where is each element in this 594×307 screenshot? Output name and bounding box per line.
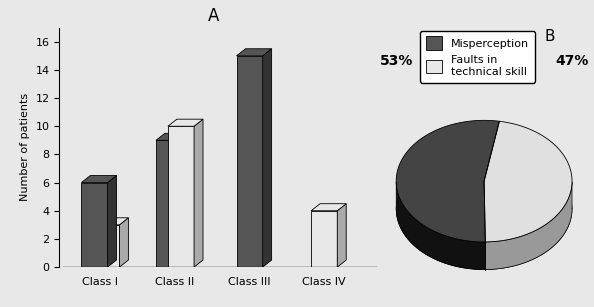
Polygon shape bbox=[337, 204, 346, 267]
Polygon shape bbox=[236, 49, 271, 56]
Polygon shape bbox=[168, 126, 194, 267]
Polygon shape bbox=[108, 176, 116, 267]
Polygon shape bbox=[156, 133, 191, 140]
Polygon shape bbox=[93, 225, 119, 267]
Polygon shape bbox=[81, 183, 108, 267]
Polygon shape bbox=[236, 56, 263, 267]
Polygon shape bbox=[168, 119, 203, 126]
Text: B: B bbox=[545, 29, 555, 44]
Polygon shape bbox=[396, 182, 485, 270]
Polygon shape bbox=[156, 140, 182, 267]
Text: 47%: 47% bbox=[555, 54, 589, 68]
Text: 53%: 53% bbox=[380, 54, 413, 68]
Polygon shape bbox=[311, 211, 337, 267]
Polygon shape bbox=[182, 133, 191, 267]
Polygon shape bbox=[311, 204, 346, 211]
Legend: Misperception, Faults in
technical skill: Misperception, Faults in technical skill bbox=[420, 31, 535, 83]
Polygon shape bbox=[81, 176, 116, 183]
Polygon shape bbox=[263, 49, 271, 267]
Text: A: A bbox=[208, 7, 219, 25]
Polygon shape bbox=[396, 120, 500, 242]
Polygon shape bbox=[484, 121, 572, 242]
Polygon shape bbox=[194, 119, 203, 267]
Y-axis label: Number of patients: Number of patients bbox=[20, 93, 30, 201]
Polygon shape bbox=[119, 218, 128, 267]
Polygon shape bbox=[93, 218, 128, 225]
Polygon shape bbox=[485, 182, 572, 270]
